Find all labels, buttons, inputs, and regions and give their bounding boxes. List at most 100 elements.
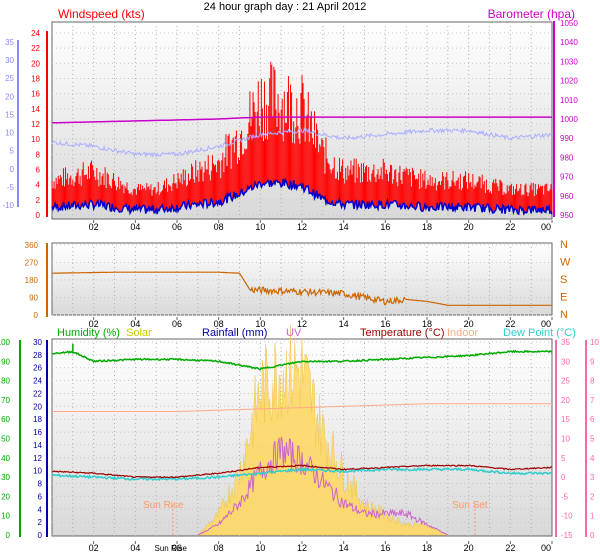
x-tick-label-temp: 22	[505, 543, 515, 553]
windspeed-tick: 6	[36, 166, 41, 175]
temperature-tick: 0	[561, 473, 566, 482]
rainfall-tick: 0	[38, 531, 43, 540]
legend-temperature: Temperature (°C)	[360, 327, 444, 339]
x-tick-label-temp: 18	[422, 543, 432, 553]
temp-axis-tick: -10	[2, 201, 14, 210]
rainfall-tick: 16	[33, 428, 42, 437]
x-tick-label-temp: 14	[339, 543, 349, 553]
temperature-tick: 5	[561, 454, 566, 463]
x-tick-label-direction: 08	[214, 319, 224, 329]
humidity-tick: 0	[6, 531, 11, 540]
rainfall-tick: 26	[33, 364, 42, 373]
windspeed-tick: 14	[31, 105, 40, 114]
windspeed-tick: 4	[36, 181, 41, 190]
sunrise-label: Sun Rise	[143, 500, 184, 511]
barometer-tick: 1000	[560, 115, 578, 124]
temp-axis-tick: 15	[5, 110, 14, 119]
barometer-tick: 1040	[560, 38, 578, 47]
barometer-tick: 960	[560, 192, 574, 201]
x-tick-label-temp: 12	[297, 543, 307, 553]
x-tick-label-wind: 04	[130, 222, 140, 232]
humidity-tick: 90	[1, 357, 10, 366]
temp-axis-tick: 35	[5, 38, 14, 47]
barometer-tick: 970	[560, 173, 574, 182]
rainfall-tick: 8	[38, 480, 43, 489]
rainfall-tick: 28	[33, 351, 42, 360]
temperature-tick: 15	[561, 415, 570, 424]
uv-tick: 1	[590, 512, 595, 521]
chart-title: 24 hour graph day : 21 April 2012	[204, 1, 367, 13]
wind-direction-line	[52, 271, 552, 306]
x-tick-label-wind: 12	[297, 222, 307, 232]
x-tick-label-direction: 06	[172, 319, 182, 329]
x-tick-label-wind: 08	[214, 222, 224, 232]
direction-compass-label: S	[560, 274, 567, 286]
legend-solar: Solar	[126, 327, 152, 339]
rainfall-tick: 18	[33, 415, 42, 424]
temp-axis-tick: 0	[10, 165, 15, 174]
temperature-tick: 25	[561, 377, 570, 386]
temperature-tick: 20	[561, 396, 570, 405]
direction-tick: 0	[34, 311, 39, 320]
windspeed-tick: 0	[36, 211, 41, 220]
x-tick-label-wind: 16	[380, 222, 390, 232]
x-tick-label-temp: 00	[541, 543, 551, 553]
humidity-tick: 100	[0, 338, 11, 347]
x-tick-label-direction: 16	[380, 319, 390, 329]
barometer-label: Barometer (hpa)	[488, 7, 575, 21]
wind-average-line	[51, 177, 553, 216]
rainfall-tick: 12	[33, 454, 42, 463]
windspeed-tick: 22	[31, 44, 40, 53]
uv-tick: 7	[590, 396, 595, 405]
indoor-line	[52, 403, 552, 412]
uv-tick: 9	[590, 357, 595, 366]
uv-tick: 0	[590, 531, 595, 540]
temp-axis-tick: 10	[5, 129, 14, 138]
windspeed-tick: 2	[36, 196, 41, 205]
x-tick-label-temp: 20	[464, 543, 474, 553]
direction-tick: 270	[25, 259, 39, 268]
x-tick-label-direction: 14	[339, 319, 349, 329]
x-tick-label-direction: 12	[297, 319, 307, 329]
uv-tick: 5	[590, 435, 595, 444]
direction-tick: 180	[25, 276, 39, 285]
humidity-tick: 10	[1, 512, 10, 521]
direction-tick: 90	[29, 294, 38, 303]
rainfall-tick: 24	[33, 377, 42, 386]
sunrise-tick-label: Sun Rise	[155, 544, 188, 553]
windspeed-tick: 24	[31, 29, 40, 38]
temperature-tick: -5	[561, 492, 569, 501]
windspeed-tick: 8	[36, 150, 41, 159]
x-tick-label-direction: 00	[541, 319, 551, 329]
barometer-tick: 1020	[560, 77, 578, 86]
temperature-line-panel1	[51, 126, 553, 159]
barometer-tick: 980	[560, 153, 574, 162]
temp-axis-tick: 5	[10, 147, 15, 156]
x-tick-label-direction: 18	[422, 319, 432, 329]
direction-compass-label: N	[560, 239, 568, 251]
barometer-tick: 1010	[560, 96, 578, 105]
windspeed-tick: 10	[31, 135, 40, 144]
legend-rainfall: Rainfall (mm)	[202, 327, 267, 339]
rainfall-tick: 4	[38, 505, 43, 514]
x-tick-label-temp: 08	[214, 543, 224, 553]
uv-line	[197, 436, 449, 536]
uv-tick: 4	[590, 454, 595, 463]
x-tick-label-wind: 06	[172, 222, 182, 232]
x-tick-label-wind: 14	[339, 222, 349, 232]
solar-area	[197, 325, 449, 536]
windspeed-label: Windspeed (kts)	[58, 7, 145, 21]
x-tick-label-wind: 20	[464, 222, 474, 232]
uv-tick: 10	[590, 338, 599, 347]
temp-axis-tick: 30	[5, 56, 14, 65]
uv-tick: 8	[590, 377, 595, 386]
temperature-tick: 10	[561, 435, 570, 444]
rainfall-tick: 22	[33, 389, 42, 398]
temp-axis-tick: 20	[5, 92, 14, 101]
direction-compass-label: E	[560, 292, 567, 304]
x-tick-label-direction: 20	[464, 319, 474, 329]
humidity-tick: 60	[1, 415, 10, 424]
barometer-tick: 950	[560, 211, 574, 220]
legend-indoor: Indoor	[447, 327, 479, 339]
humidity-tick: 50	[1, 435, 10, 444]
